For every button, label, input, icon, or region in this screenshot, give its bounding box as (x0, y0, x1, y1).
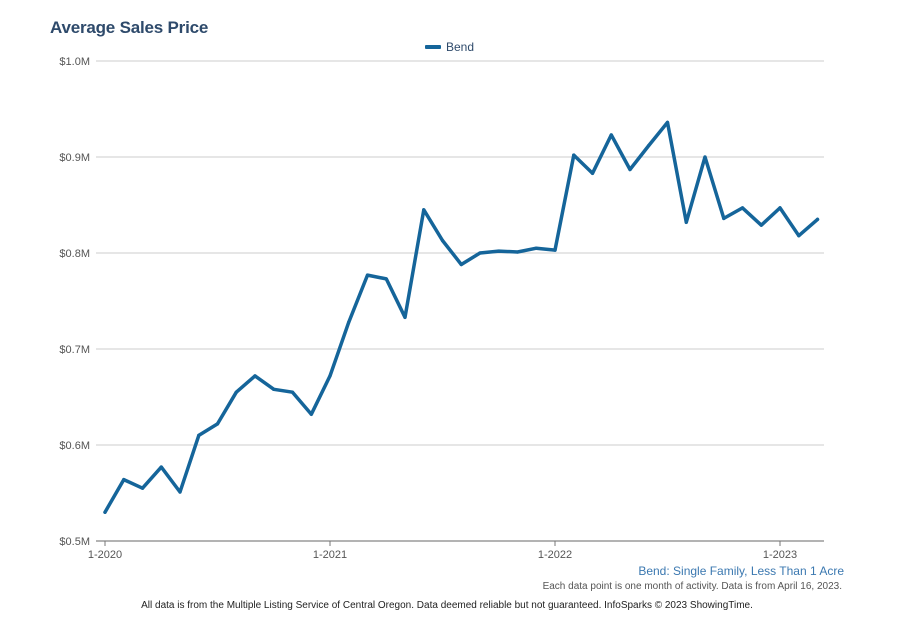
data-point[interactable] (515, 250, 520, 254)
chart-caption: Bend: Single Family, Less Than 1 Acre (638, 564, 844, 578)
data-point[interactable] (628, 167, 632, 172)
data-point[interactable] (234, 390, 238, 394)
y-tick-label-3: $0.7M (59, 344, 90, 356)
legend[interactable]: Bend (425, 40, 474, 54)
x-tick-label-1: 1-2021 (313, 549, 347, 561)
data-point[interactable] (797, 234, 801, 238)
data-point[interactable] (722, 216, 726, 221)
data-point[interactable] (759, 223, 763, 227)
data-point[interactable] (590, 171, 595, 175)
chart-title: Average Sales Price (50, 18, 209, 37)
data-point[interactable] (178, 490, 182, 494)
x-tick-label-0: 1-2020 (88, 549, 122, 561)
data-point[interactable] (422, 208, 426, 212)
footer-disclaimer: All data is from the Multiple Listing Se… (141, 600, 753, 611)
series-group (103, 120, 820, 514)
line-chart: $1.0M$0.9M$0.8M$0.7M$0.6M$0.5M 1-2020 1-2… (59, 56, 824, 561)
x-tick-label-2: 1-2022 (538, 549, 572, 561)
data-point[interactable] (553, 248, 557, 252)
data-point[interactable] (290, 390, 295, 394)
data-point[interactable] (253, 374, 257, 378)
data-point[interactable] (384, 277, 388, 281)
data-point[interactable] (497, 249, 501, 253)
data-point[interactable] (478, 251, 482, 255)
data-point[interactable] (459, 262, 463, 267)
data-point[interactable] (740, 206, 745, 210)
y-axis-ticks: $1.0M $0.9M $0.8M $0.7M $0.6M $0.5M (59, 56, 90, 548)
y-tick-label-4: $0.6M (59, 440, 90, 452)
data-point[interactable] (403, 315, 407, 319)
data-point[interactable] (328, 374, 332, 378)
data-point[interactable] (215, 422, 220, 426)
y-tick-label-5: $0.5M (59, 536, 90, 548)
data-point[interactable] (309, 412, 313, 416)
y-tick-label-1: $0.9M (59, 152, 90, 164)
data-point[interactable] (347, 320, 351, 324)
gridlines (96, 60, 824, 542)
data-point[interactable] (365, 273, 370, 277)
data-point[interactable] (159, 465, 163, 469)
y-tick-label-0: $1.0M (59, 56, 90, 68)
data-point[interactable] (103, 510, 107, 514)
data-point[interactable] (534, 246, 538, 250)
data-point[interactable] (647, 143, 651, 148)
data-point[interactable] (440, 238, 445, 243)
series-line-bend[interactable] (103, 120, 820, 514)
data-point[interactable] (778, 206, 782, 210)
data-point[interactable] (272, 387, 276, 391)
data-note: Each data point is one month of activity… (542, 581, 842, 592)
data-point[interactable] (815, 217, 820, 221)
legend-label-bend: Bend (446, 40, 475, 54)
y-tick-label-2: $0.8M (59, 248, 90, 260)
data-point[interactable] (572, 153, 576, 157)
data-point[interactable] (684, 220, 688, 224)
data-point[interactable] (609, 133, 613, 137)
data-point[interactable] (665, 120, 670, 125)
data-point[interactable] (703, 155, 707, 159)
data-point[interactable] (140, 486, 145, 490)
data-point[interactable] (122, 477, 126, 482)
x-axis: 1-2020 1-2021 1-2022 1-2023 (88, 541, 797, 561)
legend-swatch-bend (425, 45, 441, 49)
data-point[interactable] (197, 433, 201, 437)
x-tick-label-3: 1-2023 (763, 549, 797, 561)
